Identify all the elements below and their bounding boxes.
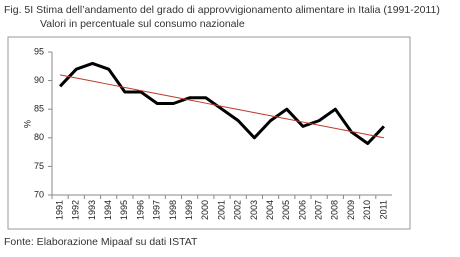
x-tick-label: 1997 [152,200,162,220]
y-tick-label: 80 [34,132,44,142]
x-tick-label: 2002 [233,200,243,220]
series-line [59,61,385,146]
x-tick-label: 2005 [281,200,291,220]
y-axis-label: % [22,120,32,128]
x-tick-label: 1992 [71,200,81,220]
x-tick-label: 1991 [54,200,64,220]
chart-title: Fig. 5I Stima dell’andamento del grado d… [4,4,440,16]
x-tick-label: 1998 [168,200,178,220]
x-tick-label: 1996 [135,200,145,220]
chart-subtitle: Valori in percentuale sul consumo nazion… [40,18,245,30]
x-tick-label: 1993 [87,200,97,220]
x-tick-label: 2011 [378,200,388,219]
source: Fonte: Elaborazione Mipaaf su dati ISTAT [4,236,198,248]
x-tick-label: 2003 [249,200,259,220]
x-tick-label: 1999 [184,200,194,220]
x-tick-label: 2004 [265,200,275,220]
x-tick-label: 2008 [330,200,340,220]
y-tick-label: 75 [34,161,44,171]
x-tick-label: 1995 [119,200,129,220]
y-tick-label: 90 [34,75,44,85]
x-tick-label: 2006 [297,200,307,220]
x-tick-label: 2009 [346,200,356,220]
series-line [59,74,385,139]
x-tick-label: 1994 [103,200,113,220]
x-tick-label: 2000 [200,200,210,220]
y-tick-label: 70 [34,189,44,199]
y-tick-label: 95 [34,46,44,56]
chart-frame [7,36,411,230]
x-tick-label: 2001 [216,200,226,220]
x-tick-label: 2010 [362,200,372,220]
y-tick-label: 85 [34,104,44,114]
x-tick-label: 2007 [314,200,324,220]
